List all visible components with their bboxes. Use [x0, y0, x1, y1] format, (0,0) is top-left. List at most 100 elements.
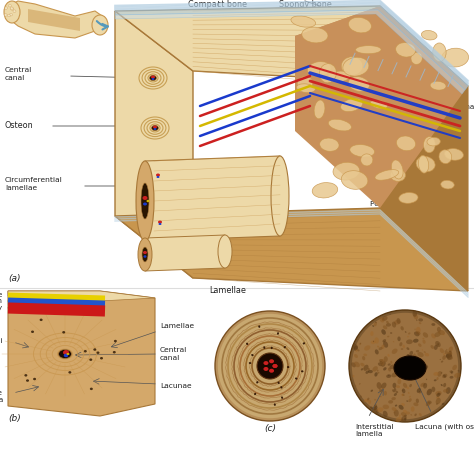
Ellipse shape — [374, 372, 378, 377]
Ellipse shape — [302, 27, 328, 43]
Ellipse shape — [445, 149, 464, 160]
Ellipse shape — [377, 407, 383, 412]
Ellipse shape — [269, 369, 274, 373]
Ellipse shape — [382, 320, 383, 321]
Ellipse shape — [398, 372, 403, 379]
Ellipse shape — [405, 331, 407, 333]
Ellipse shape — [457, 370, 460, 372]
Ellipse shape — [274, 404, 276, 406]
Ellipse shape — [143, 251, 147, 254]
Ellipse shape — [360, 343, 361, 344]
Ellipse shape — [354, 354, 358, 358]
Ellipse shape — [442, 403, 445, 405]
Ellipse shape — [215, 311, 325, 421]
Ellipse shape — [359, 383, 361, 384]
Ellipse shape — [409, 384, 412, 387]
Ellipse shape — [143, 196, 147, 200]
Ellipse shape — [359, 343, 361, 345]
Ellipse shape — [414, 332, 419, 336]
Ellipse shape — [368, 400, 371, 404]
Ellipse shape — [446, 387, 451, 394]
Ellipse shape — [371, 340, 376, 344]
Ellipse shape — [370, 406, 373, 409]
Ellipse shape — [373, 341, 374, 342]
Polygon shape — [145, 235, 225, 271]
Ellipse shape — [442, 355, 446, 360]
Ellipse shape — [434, 345, 438, 350]
Ellipse shape — [419, 318, 423, 322]
Text: Perforating
canal: Perforating canal — [372, 80, 413, 92]
Ellipse shape — [384, 391, 387, 396]
Ellipse shape — [439, 359, 441, 360]
Ellipse shape — [271, 156, 289, 236]
Ellipse shape — [394, 393, 397, 396]
Ellipse shape — [372, 325, 374, 327]
Ellipse shape — [399, 405, 404, 410]
Ellipse shape — [377, 370, 378, 372]
Ellipse shape — [380, 396, 382, 397]
Ellipse shape — [407, 354, 409, 356]
Ellipse shape — [386, 321, 389, 324]
Ellipse shape — [442, 374, 447, 378]
Ellipse shape — [249, 362, 251, 364]
Ellipse shape — [89, 358, 92, 361]
Text: Endosteum lining bony canals
and covering trabeculae: Endosteum lining bony canals and coverin… — [372, 104, 474, 117]
Ellipse shape — [414, 413, 417, 416]
Ellipse shape — [264, 367, 268, 371]
Ellipse shape — [277, 332, 279, 335]
Ellipse shape — [281, 397, 283, 399]
Ellipse shape — [426, 402, 430, 406]
Ellipse shape — [278, 382, 280, 384]
Ellipse shape — [406, 347, 410, 350]
Polygon shape — [115, 6, 468, 90]
Ellipse shape — [367, 397, 369, 400]
Ellipse shape — [428, 391, 430, 392]
Ellipse shape — [364, 345, 370, 350]
Ellipse shape — [360, 396, 362, 398]
Ellipse shape — [419, 413, 422, 416]
Ellipse shape — [412, 310, 417, 317]
Ellipse shape — [443, 334, 445, 336]
Ellipse shape — [397, 379, 401, 384]
Ellipse shape — [415, 356, 418, 358]
Ellipse shape — [443, 353, 446, 355]
Ellipse shape — [303, 343, 305, 344]
Ellipse shape — [351, 363, 356, 367]
Ellipse shape — [371, 390, 373, 392]
Ellipse shape — [375, 322, 377, 323]
Ellipse shape — [438, 392, 439, 395]
Ellipse shape — [149, 75, 156, 81]
Ellipse shape — [151, 75, 155, 78]
Text: Lamellae: Lamellae — [160, 323, 194, 329]
Ellipse shape — [410, 351, 413, 356]
Ellipse shape — [114, 340, 117, 343]
Polygon shape — [115, 10, 465, 94]
Ellipse shape — [9, 5, 11, 7]
Ellipse shape — [427, 389, 432, 395]
Ellipse shape — [407, 336, 409, 337]
Ellipse shape — [4, 14, 7, 16]
Ellipse shape — [327, 71, 350, 82]
Ellipse shape — [392, 383, 396, 388]
Ellipse shape — [10, 8, 14, 10]
Ellipse shape — [246, 343, 248, 345]
Ellipse shape — [380, 359, 385, 366]
Ellipse shape — [319, 63, 337, 83]
Ellipse shape — [411, 406, 415, 412]
Ellipse shape — [10, 7, 13, 9]
Ellipse shape — [97, 351, 100, 354]
Ellipse shape — [411, 52, 422, 64]
Ellipse shape — [403, 364, 408, 371]
Ellipse shape — [407, 366, 412, 370]
Ellipse shape — [416, 319, 418, 321]
Ellipse shape — [402, 361, 406, 365]
Ellipse shape — [438, 343, 439, 346]
Text: Vein: Vein — [0, 298, 3, 304]
Ellipse shape — [408, 377, 411, 379]
Ellipse shape — [341, 98, 363, 112]
Ellipse shape — [392, 372, 398, 377]
Ellipse shape — [142, 247, 148, 262]
Ellipse shape — [368, 368, 370, 371]
Ellipse shape — [370, 100, 388, 109]
Ellipse shape — [33, 378, 36, 380]
